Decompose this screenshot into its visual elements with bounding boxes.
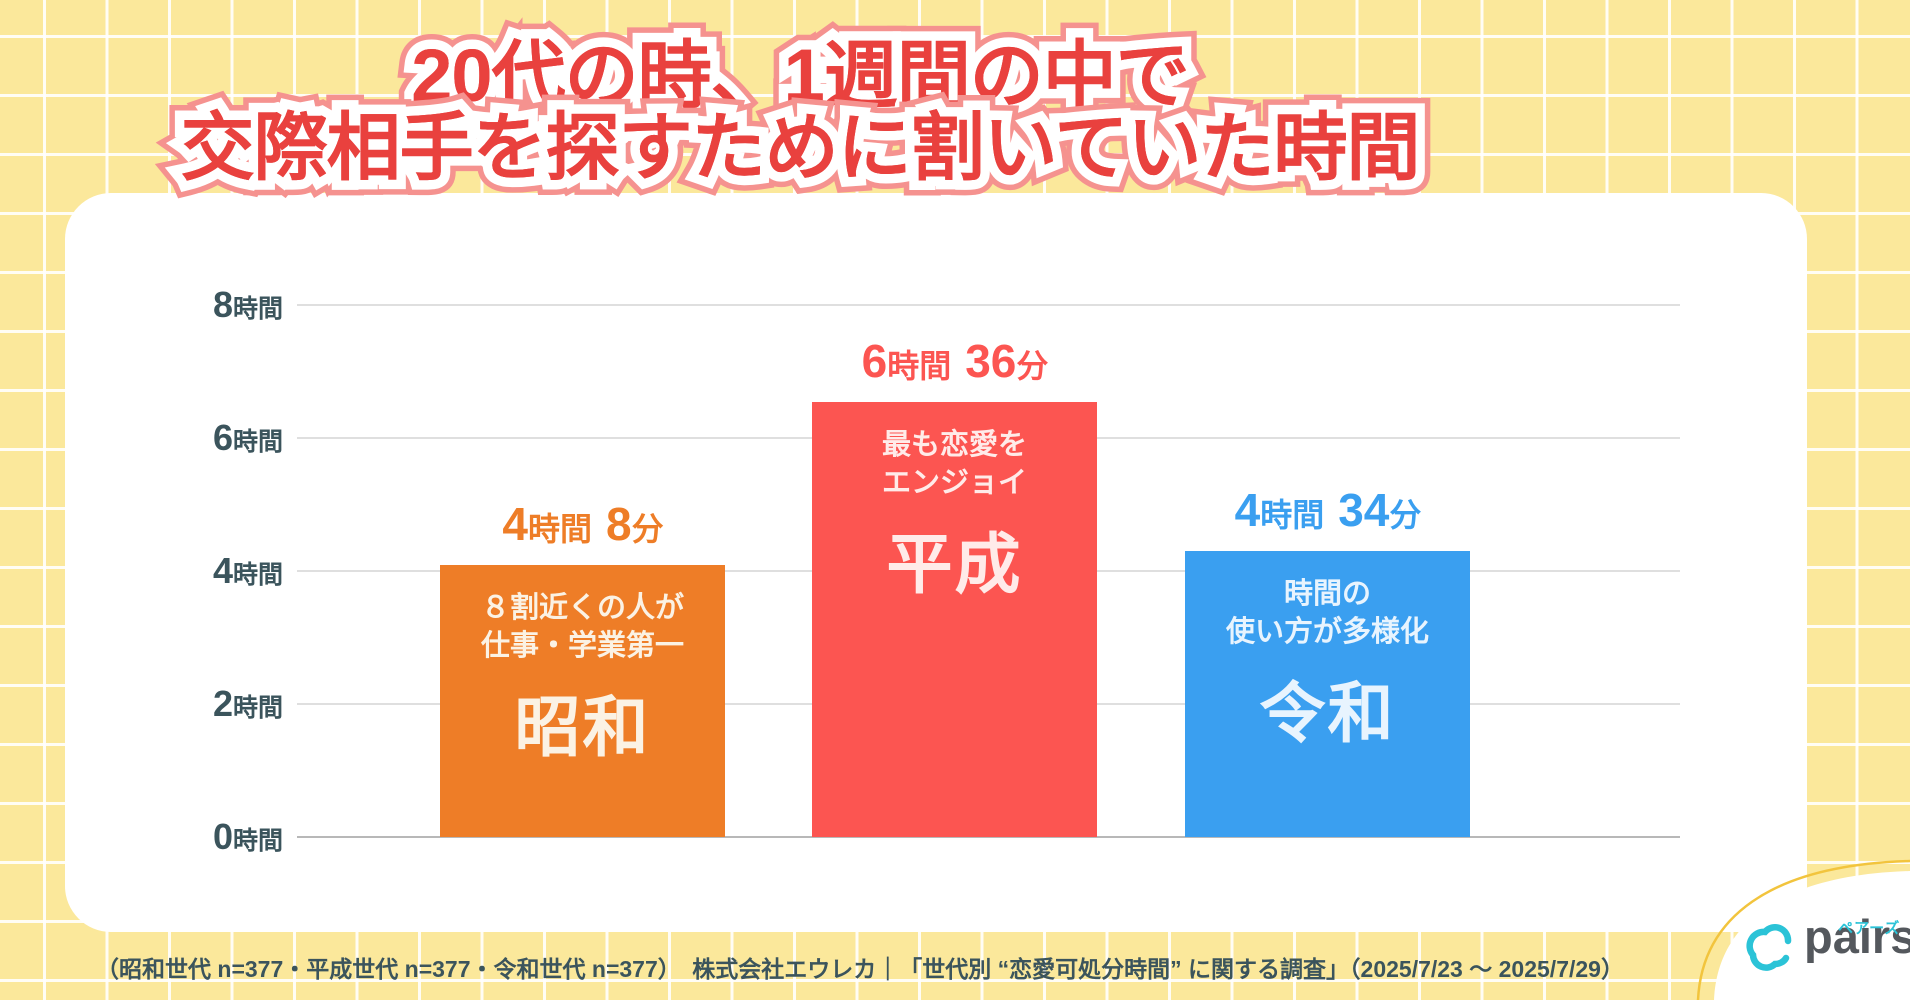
title-outline-white: 交際相手を探すために割いていた時間	[171, 98, 1430, 197]
bar-showa-description: ８割近くの人が 仕事・学業第一	[480, 592, 684, 663]
bar-heisei-era-label: 平成	[886, 526, 1023, 601]
title-outline-pink: 20代の時、1週間の中で	[396, 21, 1204, 131]
y-tick-8h: 8時間	[212, 284, 283, 325]
title-text: 交際相手を探すために割いていた時間	[180, 106, 1421, 189]
pairs-wordmark: pairs	[1804, 910, 1910, 963]
title-text: 20代の時、1週間の中で	[411, 34, 1189, 117]
pairs-cloud-icon	[1740, 921, 1798, 971]
page-title-line1: 20代の時、1週間の中で 20代の時、1週間の中で 20代の時、1週間の中で	[0, 21, 1600, 131]
y-tick-6h: 6時間	[212, 417, 283, 458]
brand-corner: pairs ペアーズ	[1680, 855, 1910, 1000]
title-outline-white: 20代の時、1週間の中で	[402, 26, 1199, 125]
bar-heisei-description: 最も恋愛を エンジョイ	[881, 429, 1027, 500]
bar-reiwa-description: 時間の 使い方が多様化	[1225, 578, 1429, 649]
bar-showa-era-label: 昭和	[514, 689, 651, 764]
bar-heisei: 最も恋愛を エンジョイ 平成	[812, 402, 1097, 837]
bar-reiwa-era-label: 令和	[1259, 675, 1396, 750]
y-tick-4h: 4時間	[212, 550, 283, 591]
y-tick-0h: 0時間	[212, 816, 283, 857]
value-label-heisei: 6時間 36分	[861, 335, 1049, 387]
value-label-showa: 4時間 8分	[502, 498, 664, 550]
bar-showa: ８割近くの人が 仕事・学業第一 昭和	[440, 565, 725, 837]
pairs-kana-label: ペアーズ	[1838, 920, 1901, 937]
source-note: （昭和世代 n=377・平成世代 n=377・令和世代 n=377） 株式会社エ…	[96, 956, 1624, 982]
pairs-logo: pairs	[1740, 913, 1910, 971]
page-title-line2: 交際相手を探すために割いていた時間 交際相手を探すために割いていた時間 交際相手…	[0, 93, 1600, 203]
title-outline-pink: 交際相手を探すために割いていた時間	[166, 93, 1436, 203]
y-tick-2h: 2時間	[212, 683, 283, 724]
value-label-reiwa: 4時間 34分	[1234, 484, 1422, 536]
bar-reiwa: 時間の 使い方が多様化 令和	[1185, 551, 1470, 837]
